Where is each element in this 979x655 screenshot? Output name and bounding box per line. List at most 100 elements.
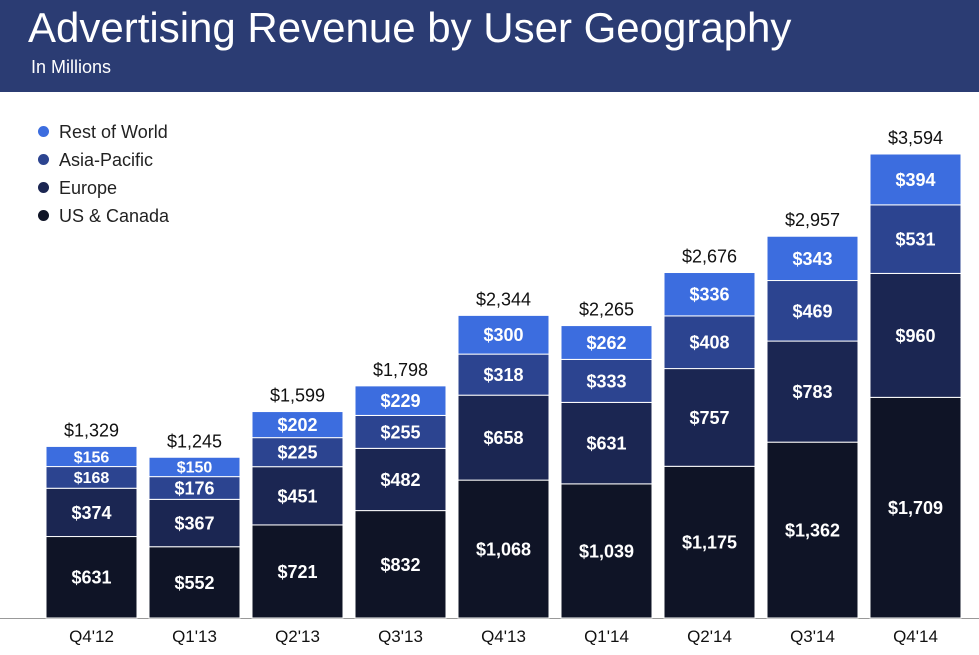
bar-total-label: $2,676 [682,247,737,267]
x-tick-label: Q1'13 [172,627,217,646]
bar-total-label: $2,265 [579,300,634,320]
bar-segment [354,385,447,416]
segment-value-label: $394 [895,170,935,190]
bar-total-label: $1,245 [167,431,222,451]
legend: Rest of World Asia-Pacific Europe US & C… [38,122,169,234]
segment-value-label: $343 [792,249,832,269]
x-tick-label: Q3'14 [790,627,835,646]
bar-segment [457,394,550,481]
bar-segment [663,368,756,467]
bar-segment [251,411,344,439]
legend-item-europe: Europe [38,178,169,206]
bar-total-label: $2,344 [476,289,531,309]
x-tick-label: Q4'12 [69,627,114,646]
legend-dot-icon [38,182,49,193]
chart-title: Advertising Revenue by User Geography [28,4,792,51]
legend-dot-icon [38,126,49,137]
segment-value-label: $150 [177,460,213,477]
segment-value-label: $960 [895,326,935,346]
bar-segment [251,466,344,526]
bar-segment [766,280,859,342]
bar-segment [560,483,653,619]
bar-segment [663,315,756,370]
bar-segment [663,465,756,619]
legend-item-rest-of-world: Rest of World [38,122,169,150]
bar-segment [354,510,447,619]
x-tick-label: Q4'14 [893,627,938,646]
segment-value-label: $832 [380,555,420,575]
x-tick-label: Q4'13 [481,627,526,646]
bar-segment [869,272,962,398]
segment-value-label: $783 [792,382,832,402]
legend-label: US & Canada [59,206,170,226]
segment-value-label: $721 [277,562,317,582]
bar-segment [45,445,138,468]
bar-segment [766,441,859,619]
chart-subtitle: In Millions [31,57,112,77]
bar-segment [251,524,344,619]
segment-value-label: $225 [277,443,317,463]
bar-segment [766,340,859,443]
legend-dot-icon [38,154,49,165]
bar-segment [148,546,241,619]
segment-value-label: $631 [71,568,111,588]
header-banner: Advertising Revenue by User Geography In… [0,0,979,92]
segment-value-label: $1,362 [785,521,840,541]
bar-segment [354,447,447,512]
segment-value-label: $202 [277,415,317,435]
segment-value-label: $658 [483,428,523,448]
legend-dot-icon [38,210,49,221]
segment-value-label: $1,068 [476,540,531,560]
bar-segment [766,235,859,282]
x-tick-label: Q2'14 [687,627,732,646]
legend-item-us-canada: US & Canada [38,206,169,234]
bar-segment [457,353,550,396]
segment-value-label: $552 [174,573,214,593]
bar-segment [560,401,653,485]
segment-value-label: $318 [483,365,523,385]
legend-label: Rest of World [59,122,168,142]
segment-value-label: $262 [586,333,626,353]
segment-value-label: $469 [792,301,832,321]
bar-total-label: $1,798 [373,360,428,380]
segment-value-label: $1,039 [579,541,634,561]
bar-segment [251,437,344,468]
bar-segment [869,396,962,619]
bar-segment [457,314,550,355]
x-tick-label: Q2'13 [275,627,320,646]
segment-value-label: $374 [71,503,111,523]
bar-segment [45,536,138,619]
legend-item-asia-pacific: Asia-Pacific [38,150,169,178]
bar-total-label: $1,329 [64,420,119,440]
legend-label: Asia-Pacific [59,150,154,170]
segment-value-label: $451 [277,486,317,506]
bar-total-label: $1,599 [270,386,325,406]
bar-segment [869,204,962,274]
segment-value-label: $408 [689,333,729,353]
segment-value-label: $336 [689,285,729,305]
segment-value-label: $333 [586,371,626,391]
segment-value-label: $482 [380,470,420,490]
segment-value-label: $1,709 [888,498,943,518]
bar-total-label: $3,594 [888,128,943,148]
bar-segment [560,325,653,360]
segment-value-label: $367 [174,514,214,534]
bar-segment [45,487,138,538]
x-tick-label: Q1'14 [584,627,629,646]
segment-value-label: $757 [689,408,729,428]
bar-segment [148,498,241,548]
bar-segment [869,153,962,206]
x-tick-label: Q3'13 [378,627,423,646]
legend-label: Europe [59,178,118,198]
segment-value-label: $300 [483,325,523,345]
stacked-bar-chart: $631$374$168$156$1,329Q4'12$552$367$176$… [0,128,979,646]
bar-segment [663,272,756,317]
segment-value-label: $168 [74,470,110,487]
segment-value-label: $1,175 [682,533,737,553]
segment-value-label: $229 [380,391,420,411]
segment-value-label: $176 [174,478,214,498]
bar-segment [148,456,241,478]
bar-total-label: $2,957 [785,210,840,230]
segment-value-label: $156 [74,449,110,466]
segment-value-label: $631 [586,434,626,454]
